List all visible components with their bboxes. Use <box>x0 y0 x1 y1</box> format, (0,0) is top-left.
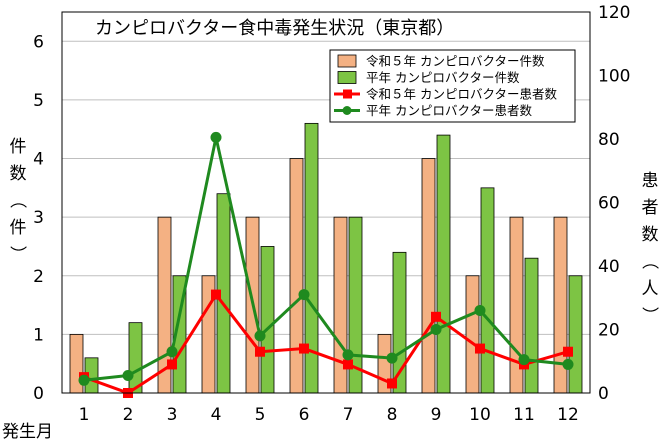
bar-normal-count <box>436 134 451 394</box>
y-left-tick-label: 0 <box>33 384 44 404</box>
x-tick-label: 11 <box>513 405 535 425</box>
point-reiwa5-patients <box>387 378 397 389</box>
y-left-tick-label: 2 <box>33 267 44 287</box>
x-tick-label: 3 <box>167 405 178 425</box>
x-tick-label: 8 <box>387 405 398 425</box>
y-right-tick-label: 20 <box>598 321 620 341</box>
y-left-label-char: （ <box>7 192 27 209</box>
y-right-label-char: 人 <box>642 279 659 299</box>
point-reiwa5-patients <box>299 343 309 354</box>
y-left-tick-label: 6 <box>33 32 44 52</box>
point-reiwa5-patients <box>475 343 485 354</box>
y-right-label-char: 者 <box>642 198 659 218</box>
y-right-tick-label: 120 <box>598 3 630 23</box>
x-tick-label: 2 <box>123 405 134 425</box>
bars <box>69 122 583 394</box>
point-normal-patients <box>298 289 310 301</box>
point-reiwa5-patients <box>255 346 265 357</box>
legend-label: 平年 カンピロバクター患者数 <box>366 103 532 118</box>
point-reiwa5-patients <box>343 359 353 370</box>
plot-area-frame <box>61 11 591 394</box>
legend-label: 令和５年 カンピロバクター患者数 <box>366 87 557 102</box>
point-normal-patients <box>210 131 222 143</box>
bar-normal-count <box>480 187 495 394</box>
bar-reiwa5-count <box>289 158 304 394</box>
y-right-tick-label: 80 <box>598 130 620 150</box>
legend-label: 令和５年 カンピロバクター件数 <box>366 54 545 69</box>
bar-normal-count <box>260 246 275 394</box>
bar-normal-count <box>568 275 583 394</box>
x-tick-label: 12 <box>557 405 579 425</box>
y-right-tick-label: 100 <box>598 67 630 87</box>
point-normal-patients <box>122 370 134 382</box>
point-reiwa5-patients <box>167 359 177 370</box>
legend-swatch <box>337 71 357 84</box>
y-left-label-char: 件 <box>10 137 27 157</box>
point-normal-patients <box>342 349 354 361</box>
point-normal-patients <box>430 324 442 335</box>
y-left-tick-label: 3 <box>33 208 44 228</box>
x-axis-label: 発生月 <box>2 422 53 442</box>
point-normal-patients <box>78 374 90 386</box>
lines <box>78 131 574 398</box>
line-reiwa5-patients <box>83 291 569 395</box>
point-normal-patients <box>474 304 486 316</box>
legend-label: 平年 カンピロバクター件数 <box>366 70 520 85</box>
bar-normal-count <box>524 257 539 394</box>
point-normal-patients <box>254 330 266 342</box>
y-right-label-char: （ <box>639 253 659 270</box>
point-normal-patients <box>562 358 574 370</box>
y-right-tick-label: 40 <box>598 257 620 277</box>
x-tick-label: 5 <box>255 405 266 425</box>
x-tick-label: 1 <box>79 405 90 425</box>
y-right-tick-label: 0 <box>598 384 609 404</box>
y-right-label-char: 数 <box>642 225 659 245</box>
bar-reiwa5-count <box>421 158 436 394</box>
y-left-label-char: ） <box>7 246 27 263</box>
y-left-tick-label: 4 <box>33 150 44 170</box>
x-tick-label: 10 <box>469 405 491 425</box>
point-reiwa5-patients <box>211 289 221 300</box>
y-axis-right-label: 患者数 （ 人 ） <box>639 171 659 324</box>
legend-box <box>329 49 576 123</box>
point-reiwa5-patients <box>431 311 441 322</box>
y-left-tick-label: 5 <box>33 91 44 111</box>
point-reiwa5-patients <box>563 346 573 357</box>
legend-marker <box>342 106 352 115</box>
legend-marker <box>343 89 352 99</box>
x-tick-label: 7 <box>343 405 354 425</box>
y-right-label-char: 患 <box>642 171 659 191</box>
x-tick-label: 4 <box>211 405 222 425</box>
x-tick-label: 6 <box>299 405 310 425</box>
y-left-label-char: 数 <box>10 164 27 184</box>
y-axis-left-label: 件数（件） <box>7 137 27 263</box>
point-normal-patients <box>386 352 398 364</box>
legend-swatch <box>337 54 357 68</box>
bar-normal-count <box>128 322 143 394</box>
y-left-label-char: 件 <box>10 218 27 238</box>
chart-title: カンピロバクター食中毒発生状況（東京都） <box>95 18 454 39</box>
line-normal-patients <box>83 137 569 382</box>
x-tick-label: 9 <box>431 405 442 425</box>
bar-reiwa5-count <box>465 275 480 394</box>
y-right-tick-label: 60 <box>598 194 620 214</box>
point-normal-patients <box>166 346 178 358</box>
y-right-label-char: ） <box>639 307 659 324</box>
point-normal-patients <box>518 354 530 366</box>
y-left-tick-label: 1 <box>33 325 44 345</box>
